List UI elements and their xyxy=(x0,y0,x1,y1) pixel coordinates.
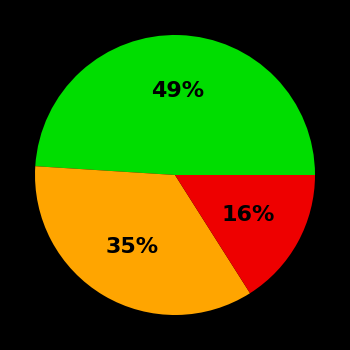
Wedge shape xyxy=(175,175,315,293)
Text: 35%: 35% xyxy=(106,237,159,257)
Text: 16%: 16% xyxy=(222,205,275,225)
Wedge shape xyxy=(35,35,315,175)
Text: 49%: 49% xyxy=(151,81,204,101)
Wedge shape xyxy=(35,166,250,315)
